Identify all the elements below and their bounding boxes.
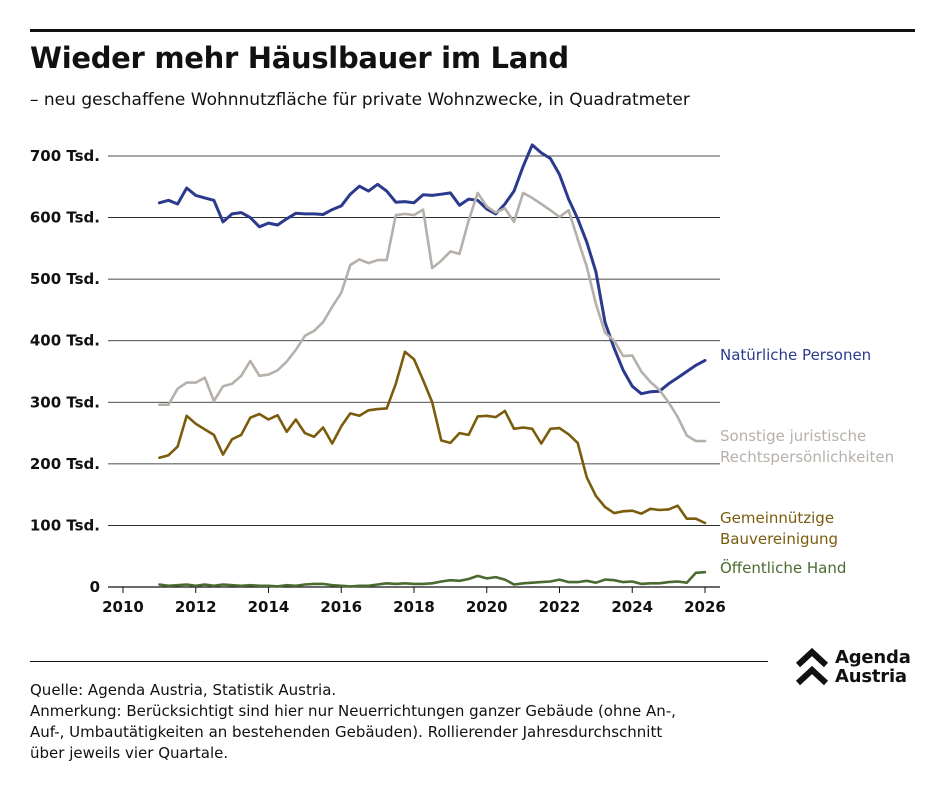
- x-tick-label: 2014: [248, 598, 290, 616]
- annotation-line-2: Auf-, Umbautätigkeiten an bestehenden Ge…: [30, 723, 663, 741]
- footer-rule: [30, 661, 768, 662]
- line-chart: 0 100 Tsd. 200 Tsd. 300 Tsd. 400 Tsd. 500 Tsd…: [30, 143, 894, 616]
- series-label: Sonstige juristische: [720, 427, 866, 445]
- x-tick-label: 2024: [611, 598, 653, 616]
- y-tick-label: 600 Tsd.: [30, 209, 100, 227]
- series-lines: [157, 143, 707, 588]
- agenda-austria-logo: Agenda Austria: [795, 645, 920, 691]
- x-tick-label: 2010: [102, 598, 144, 616]
- chart-subtitle: – neu geschaffene Wohnnutzfläche für pri…: [30, 90, 690, 110]
- series-label: Rechtspersönlichkeiten: [720, 448, 894, 466]
- y-tick-label: 0: [90, 578, 100, 596]
- y-tick-label: 300 Tsd.: [30, 393, 100, 411]
- x-tick-label: 2016: [320, 598, 362, 616]
- double-chevron-up-icon: [795, 647, 829, 686]
- series-label: Öffentliche Hand: [720, 558, 846, 577]
- series-label: Natürliche Personen: [720, 346, 871, 364]
- annotation-line-1: Anmerkung: Berücksichtigt sind hier nur …: [30, 702, 676, 720]
- logo-line-1: Agenda: [835, 647, 911, 668]
- chart-title: Wieder mehr Häuslbauer im Land: [30, 41, 569, 75]
- series-labels: Natürliche Personen Sonstige juristische R…: [720, 346, 894, 577]
- x-tick-label: 2018: [393, 598, 435, 616]
- y-tick-label: 200 Tsd.: [30, 455, 100, 473]
- annotation-line-3: über jeweils vier Quartale.: [30, 744, 229, 762]
- y-tick-label: 500 Tsd.: [30, 270, 100, 288]
- series-label: Bauvereinigung: [720, 530, 838, 548]
- series-label: Gemeinnützige: [720, 509, 834, 527]
- series-line-3: [158, 350, 707, 525]
- x-tick-label: 2026: [684, 598, 726, 616]
- y-tick-label: 400 Tsd.: [30, 332, 100, 350]
- logo-line-2: Austria: [835, 666, 907, 687]
- series-line-4: [158, 570, 707, 588]
- x-tick-label: 2020: [466, 598, 508, 616]
- x-tick-label: 2022: [539, 598, 581, 616]
- footer: Quelle: Agenda Austria, Statistik Austri…: [30, 680, 770, 764]
- x-tick-label: 2012: [175, 598, 217, 616]
- top-rule: [30, 29, 915, 32]
- gridlines: [108, 155, 720, 588]
- x-axis-ticks: 2010 2012 2014 2016 2018 2020 2022 2024 2026: [102, 587, 726, 616]
- source-note: Quelle: Agenda Austria, Statistik Austri…: [30, 681, 337, 699]
- y-tick-label: 100 Tsd.: [30, 516, 100, 534]
- y-tick-label: 700 Tsd.: [30, 147, 100, 165]
- series-line-2: [158, 191, 707, 443]
- y-axis-ticks: 0 100 Tsd. 200 Tsd. 300 Tsd. 400 Tsd. 500 Tsd…: [30, 147, 100, 596]
- series-line-1: [157, 143, 707, 396]
